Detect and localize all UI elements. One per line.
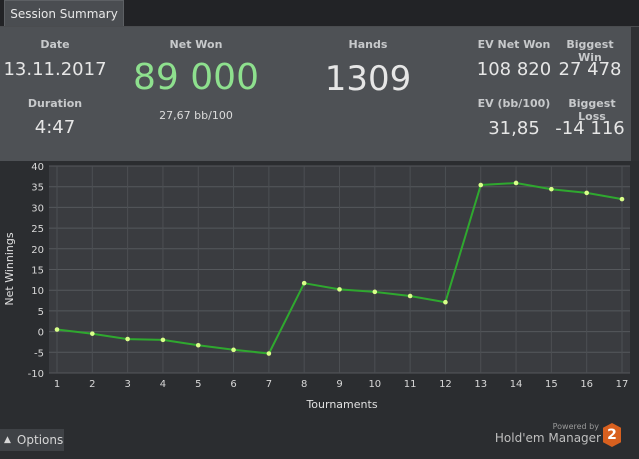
data-point [54,327,60,332]
tab-session-summary[interactable]: Session Summary [4,0,124,26]
scrollbar[interactable] [631,27,639,161]
y-tick-label: 0 [38,328,44,339]
brand-name: Hold'em Manager [494,431,601,445]
ev-net-won-label: EV Net Won [477,38,551,51]
y-tick-label: 40 [31,162,44,173]
hands-value: 1309 [324,59,412,99]
data-point [125,336,130,342]
x-tick-label: 1 [54,379,60,390]
data-point [443,299,448,305]
biggest-win-value: 27 478 [558,59,622,80]
powered-by-text: Powered by [552,422,599,431]
x-tick-label: 5 [195,379,201,390]
x-tick-label: 12 [439,379,452,390]
net-won-label: Net Won [169,38,223,51]
duration-value: 4:47 [34,117,76,138]
data-point [231,347,236,353]
ev-bb100-value: 31,85 [488,118,540,139]
x-tick-label: 16 [580,379,593,390]
data-point [160,337,166,343]
data-point [513,180,519,186]
data-point [619,196,625,202]
session-summary-panel: Date 13.11.2017 Duration 4:47 Net Won 89… [0,27,631,162]
net-winnings-chart-area: -10 -5 0 5 10 15 20 25 30 35 40 1 2 3 4 5 6 7 8 9 10 11 12 13 1… [0,161,639,429]
y-tick-label: 25 [31,224,44,235]
y-tick-label: 35 [31,183,44,194]
x-tick-label: 7 [266,379,272,390]
data-point [407,293,413,299]
options-button[interactable]: ▲ Options [0,429,64,451]
y-tick-label: 5 [38,307,44,318]
y-tick-label: -10 [28,369,44,380]
x-tick-label: 9 [336,379,342,390]
x-tick-label: 14 [510,379,523,390]
hands-label: Hands [348,38,388,51]
biggest-loss-value: -14 116 [555,118,625,139]
y-tick-label: 10 [31,286,44,297]
y-tick-label: -5 [34,348,44,359]
x-tick-label: 15 [545,379,558,390]
duration-label: Duration [27,97,83,110]
footer-bar: ▲ Options Powered by Hold'em Manager 2 [0,422,639,459]
data-point [584,190,589,196]
data-point [337,287,342,292]
biggest-loss-label: Biggest Loss [568,97,616,123]
x-tick-label: 10 [368,379,381,390]
y-tick-label: 20 [31,245,44,256]
data-point [301,280,307,286]
data-point [266,351,272,356]
tab-bar: Session Summary [0,0,639,27]
data-point [372,289,378,295]
data-point [195,342,201,348]
biggest-win-label: Biggest Win [566,38,614,64]
y-axis-label: Net Winnings [3,232,16,305]
x-axis-label: Tournaments [305,398,377,411]
x-tick-label: 3 [124,379,130,390]
x-tick-label: 17 [616,379,629,390]
y-tick-label: 15 [31,266,44,277]
date-value: 13.11.2017 [3,59,107,80]
y-tick-label: 30 [31,203,44,214]
ev-net-won-value: 108 820 [476,59,552,80]
options-label: Options [16,433,64,447]
ev-bb100-label: EV (bb/100) [477,97,551,110]
net-won-value: 89 000 [133,57,259,98]
date-label: Date [40,38,70,51]
data-point [549,186,554,192]
x-tick-label: 2 [89,379,95,390]
data-point [90,331,95,336]
net-won-bb100: 27,67 bb/100 [159,109,233,122]
hm2-logo-icon: 2 [603,423,621,447]
x-tick-label: 8 [301,379,307,390]
x-tick-label: 11 [404,379,417,390]
x-tick-label: 4 [160,379,166,390]
x-tick-label: 6 [230,379,236,390]
x-tick-label: 13 [474,379,487,390]
chevron-up-icon: ▲ [4,435,11,445]
data-point [478,182,484,188]
